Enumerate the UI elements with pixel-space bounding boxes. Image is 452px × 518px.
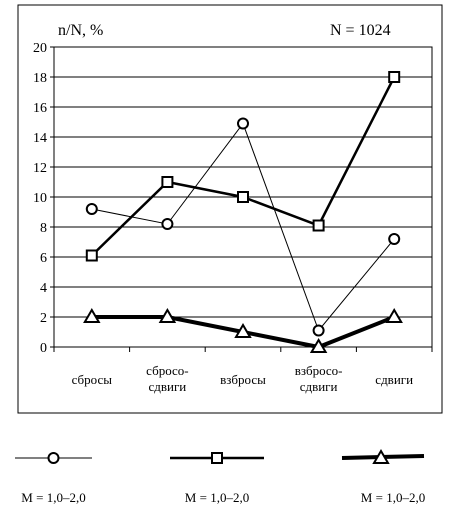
legend-label: M = 1,0–2,0	[185, 490, 249, 505]
data-point	[388, 71, 401, 83]
legend-marker	[372, 449, 390, 464]
y-axis-label: n/N, %	[58, 22, 103, 39]
legend-item-square: M = 1,0–2,0	[170, 452, 264, 505]
y-tick-label: 18	[33, 71, 47, 86]
data-point	[309, 338, 328, 353]
legend-item-triangle: M = 1,0–2,0	[341, 449, 425, 505]
legend-marker	[211, 452, 223, 464]
data-point	[388, 233, 401, 245]
series-square	[85, 71, 401, 262]
data-point	[158, 308, 177, 323]
x-category-label: взбросы	[220, 372, 266, 387]
series-circle	[85, 117, 401, 337]
chart-frame	[17, 4, 443, 414]
y-axis: 0 2 4 6 8 10 12 14 16 18 20	[33, 41, 54, 356]
y-tick-label: 6	[40, 251, 47, 266]
y-tick-label: 0	[40, 341, 47, 356]
legend: M = 1,0–2,0 M = 1,0–2,0 M = 1,0–2,0	[15, 449, 425, 505]
n-annotation: N = 1024	[330, 22, 391, 39]
x-category-label: сбросы	[72, 372, 113, 387]
y-tick-label: 4	[40, 281, 47, 296]
x-category-label: сдвиги	[375, 372, 413, 387]
data-point	[385, 308, 403, 323]
y-tick-label: 16	[33, 101, 47, 116]
x-axis: сбросы сбросо-сдвиги взбросы взбросо-сдвиги…	[53, 347, 433, 394]
data-point	[85, 203, 98, 215]
x-category-label: сбросо-сдвиги	[146, 363, 188, 394]
data-point	[237, 191, 249, 203]
data-point	[161, 176, 174, 188]
y-tick-label: 8	[40, 221, 47, 236]
data-point	[85, 249, 98, 262]
data-point	[161, 218, 174, 230]
data-point	[237, 117, 249, 130]
data-point	[83, 308, 101, 323]
series-group	[83, 71, 403, 353]
y-tick-label: 12	[33, 161, 47, 176]
legend-label: M = 1,0–2,0	[361, 490, 425, 505]
y-tick-label: 10	[33, 191, 47, 206]
data-point	[312, 219, 325, 232]
legend-marker	[47, 452, 60, 464]
y-tick-label: 2	[40, 311, 47, 326]
y-tick-label: 14	[33, 131, 47, 146]
data-point	[234, 323, 252, 338]
y-tick-label: 20	[33, 41, 47, 56]
legend-label: M = 1,0–2,0	[21, 490, 85, 505]
data-point	[312, 324, 325, 337]
series-triangle	[83, 308, 403, 353]
legend-item-circle: M = 1,0–2,0	[15, 452, 92, 505]
x-category-label: взбросо-сдвиги	[295, 363, 343, 394]
